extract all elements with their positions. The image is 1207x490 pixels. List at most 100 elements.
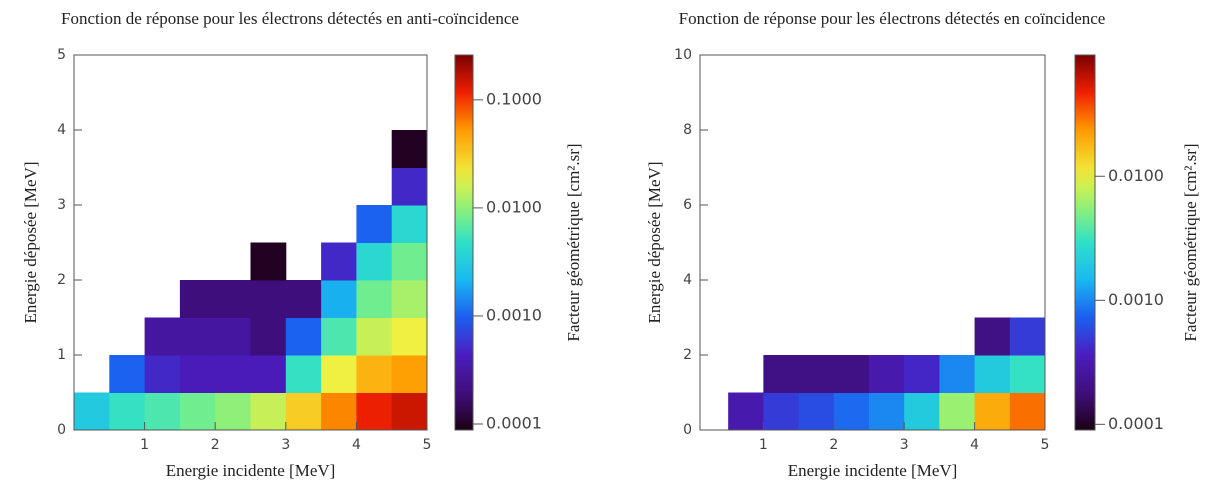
heatmap-cell: [868, 392, 905, 431]
heatmap-cell: [179, 355, 216, 393]
heatmap-cell: [109, 355, 146, 393]
heatmap-cell: [215, 280, 251, 318]
heatmap-cell: [144, 355, 181, 393]
heatmap-cell: [798, 355, 835, 393]
x-axis-label: Energie incidente [MeV]: [166, 461, 336, 480]
colorbar-tick-label: 0.1000: [486, 89, 542, 108]
heatmap-cell: [179, 392, 216, 431]
heatmap-cell: [321, 242, 357, 281]
y-tick-label: 2: [57, 272, 66, 288]
heatmap-cell: [285, 317, 322, 356]
x-tick-label: 3: [900, 437, 909, 453]
y-tick-label: 0: [57, 422, 66, 438]
x-tick-label: 2: [211, 437, 220, 453]
x-tick-label: 3: [281, 437, 290, 453]
y-tick-label: 4: [57, 122, 66, 138]
heatmap-cell: [391, 355, 428, 393]
heatmap-cell: [391, 167, 428, 206]
heatmap-cell: [321, 355, 357, 393]
plot-frame: [699, 54, 1046, 431]
heatmap-cell: [285, 392, 322, 431]
colorbar-tick-label: 0.0001: [1108, 414, 1164, 433]
heatmap-cell: [728, 392, 764, 431]
heatmap-cell: [321, 392, 357, 431]
chart-title: Fonction de réponse pour les électrons d…: [61, 9, 519, 28]
y-tick-label: 3: [57, 197, 66, 213]
heatmap-cell: [215, 317, 251, 356]
heatmap-cell: [904, 392, 940, 431]
heatmap-cell: [250, 392, 287, 431]
y-axis-label: Energie déposée [MeV]: [21, 161, 40, 323]
heatmap-cell: [109, 392, 146, 431]
colorbar-label: Facteur géométrique [cm².sr]: [1181, 143, 1200, 341]
colorbar-tick-label: 0.0001: [486, 414, 542, 433]
x-tick-label: 2: [829, 437, 838, 453]
colorbar-label: Facteur géométrique [cm².sr]: [564, 143, 583, 341]
y-tick-label: 4: [683, 272, 692, 288]
heatmap-cell: [250, 242, 287, 281]
colorbar-tick-label: 0.0010: [486, 305, 542, 324]
x-tick-label: 4: [970, 437, 979, 453]
heatmap-cell: [391, 317, 428, 356]
x-tick-label: 5: [423, 437, 432, 453]
heatmap-cell: [833, 392, 870, 431]
heatmap-cell: [939, 392, 976, 431]
y-tick-label: 5: [57, 47, 66, 63]
heatmap-cell: [833, 355, 870, 393]
heatmap-cell: [356, 242, 393, 281]
colorbar-tick-label: 0.0010: [1108, 290, 1164, 309]
heatmap-cell: [179, 280, 216, 318]
heatmap-cell: [391, 205, 428, 243]
heatmap-cell: [179, 317, 216, 356]
x-tick-label: 1: [140, 437, 149, 453]
heatmap-cell: [215, 355, 251, 393]
heatmap-cell: [763, 392, 800, 431]
x-axis-label: Energie incidente [MeV]: [788, 461, 958, 480]
heatmap-cell: [798, 392, 835, 431]
colorbar: [1074, 54, 1096, 431]
heatmap-cell: [250, 355, 287, 393]
heatmap-cell: [144, 317, 181, 356]
plot-frame: [73, 54, 428, 431]
colorbar-tick-label: 0.0100: [1108, 166, 1164, 185]
y-axis-label: Energie déposée [MeV]: [645, 161, 664, 323]
colorbar-tick-label: 0.0100: [486, 197, 542, 216]
heatmap-cell: [763, 355, 800, 393]
x-tick-label: 5: [1041, 437, 1050, 453]
heatmap-cell: [285, 280, 322, 318]
heatmap-cell: [321, 280, 357, 318]
heatmap-cell: [356, 317, 393, 356]
heatmap-cell: [904, 355, 940, 393]
heatmap-cell: [74, 392, 110, 431]
y-tick-label: 1: [57, 347, 66, 363]
chart-title: Fonction de réponse pour les électrons d…: [679, 9, 1106, 28]
heatmap-cell: [285, 355, 322, 393]
heatmap-cell: [391, 130, 428, 168]
heatmap-cell: [391, 392, 428, 431]
heatmap-cell: [1009, 355, 1046, 393]
heatmap-cell: [250, 280, 287, 318]
heatmap-cell: [868, 355, 905, 393]
heatmap-cell: [1009, 392, 1046, 431]
heatmap-cell: [974, 355, 1011, 393]
heatmap-cell: [321, 317, 357, 356]
heatmap-cell: [974, 392, 1011, 431]
heatmap-cell: [356, 280, 393, 318]
heatmap-cell: [356, 205, 393, 243]
x-tick-label: 1: [759, 437, 768, 453]
y-tick-label: 0: [683, 422, 692, 438]
heatmap-cell: [356, 355, 393, 393]
heatmap-cell: [974, 317, 1011, 356]
heatmap-cell: [391, 280, 428, 318]
y-tick-label: 6: [683, 197, 692, 213]
heatmap-cell: [391, 242, 428, 281]
x-tick-label: 4: [352, 437, 361, 453]
heatmap-cell: [356, 392, 393, 431]
heatmap-cell: [1009, 317, 1046, 356]
y-tick-label: 2: [683, 347, 692, 363]
y-tick-label: 10: [674, 47, 692, 63]
colorbar: [454, 54, 474, 431]
heatmap-cell: [144, 392, 181, 431]
y-tick-label: 8: [683, 122, 692, 138]
